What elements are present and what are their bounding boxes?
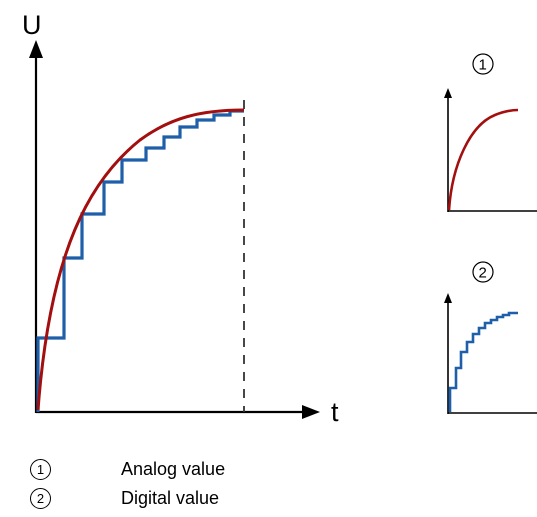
- legend-item-analog: 1 Analog value: [30, 455, 330, 484]
- legend: 1 Analog value 2 Digital value: [30, 455, 330, 513]
- inset-1-marker-text: 1: [479, 57, 487, 74]
- inset-1-marker: [472, 53, 494, 75]
- legend-marker-2: 2: [30, 488, 51, 509]
- inset-2-y-arrow: [444, 293, 452, 303]
- inset-2-marker-text: 2: [479, 265, 487, 282]
- legend-label-analog: Analog value: [121, 459, 226, 479]
- inset-1-analog-curve: [447, 108, 519, 211]
- analog-curve: [36, 108, 245, 411]
- legend-item-digital: 2 Digital value: [30, 484, 330, 513]
- signal-diagram: U t 1 2: [22, 10, 537, 427]
- x-axis-label: t: [331, 397, 339, 427]
- inset-analog: 1: [444, 53, 537, 212]
- main-x-axis-arrow: [302, 405, 320, 419]
- inset-2-marker: [472, 261, 494, 283]
- inset-1-y-arrow: [444, 88, 452, 98]
- digital-step-curve: [36, 109, 244, 412]
- y-axis-label: U: [22, 10, 42, 40]
- legend-marker-1: 1: [30, 459, 51, 480]
- inset-digital: 2: [444, 261, 537, 414]
- main-y-axis-arrow: [29, 40, 43, 58]
- main-plot: U t: [22, 10, 339, 427]
- legend-label-digital: Digital value: [121, 488, 220, 508]
- inset-2-digital-step-curve: [448, 311, 518, 412]
